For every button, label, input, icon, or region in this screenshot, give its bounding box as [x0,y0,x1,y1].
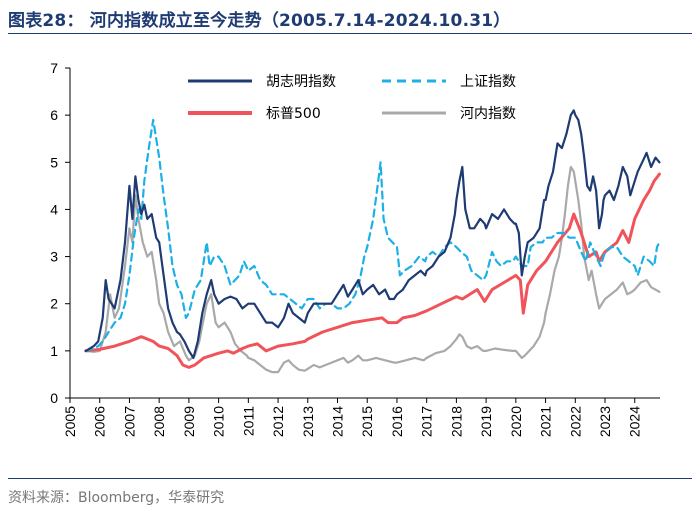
series-line-0 [84,109,661,359]
title-divider [8,33,692,34]
x-tick-label: 2007 [121,406,137,437]
legend-label-1: 上证指数 [460,74,516,90]
legend-label-3: 河内指数 [460,106,516,122]
x-tick-label: 2023 [597,406,613,437]
y-tick-label: 0 [50,390,58,406]
line-chart: 0 1 2 3 4 5 6 7 2005 2006 2007 2008 2009 2010 2011 2012… [50,60,661,437]
x-tick-label: 2011 [240,406,256,436]
x-tick-label: 2017 [419,406,435,437]
x-tick-label: 2013 [300,406,316,437]
x-tick-label: 2019 [478,406,494,437]
legend-label-2: 标普500 [266,106,321,122]
y-tick-label: 5 [50,154,58,170]
x-tick-label: 2016 [389,406,405,437]
source-note: 资料来源：Bloomberg，华泰研究 [8,490,225,506]
legend-label-0: 胡志明指数 [266,74,336,90]
y-tick-label: 4 [50,201,58,217]
x-tick-label: 2008 [151,406,167,437]
chart-title: 图表28： 河内指数成立至今走势（2005.7.14-2024.10.31） [8,11,511,31]
x-tick-label: 2015 [359,406,375,437]
x-tick-label: 2012 [270,406,286,437]
y-tick-label: 2 [50,296,58,312]
x-tick-label: 2024 [627,406,643,437]
x-tick-label: 2009 [181,406,197,437]
y-tick-label: 1 [50,343,58,359]
series-lines [84,109,661,374]
x-tick-label: 2021 [538,406,554,437]
series-line-1 [84,118,661,352]
y-tick-label: 7 [50,60,58,76]
series-line-2 [84,172,661,369]
x-tick-label: 2020 [508,406,524,437]
y-tick-label: 6 [50,107,58,123]
chart-axes: 0 1 2 3 4 5 6 7 2005 2006 2007 2008 2009 2010 2011 2012… [50,60,660,437]
x-tick-label: 2006 [92,406,108,437]
x-tick-label: 2005 [62,406,78,437]
series-line-3 [84,165,661,374]
source-divider [8,478,692,479]
x-tick-label: 2018 [448,406,464,437]
y-tick-label: 3 [50,249,58,265]
x-tick-label: 2014 [330,406,346,437]
x-tick-label: 2022 [567,406,583,437]
x-tick-label: 2010 [211,406,227,437]
